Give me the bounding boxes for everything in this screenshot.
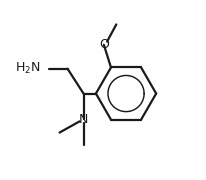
Text: H$_2$N: H$_2$N [15, 61, 41, 76]
Text: N: N [79, 113, 88, 126]
Text: O: O [99, 38, 109, 51]
